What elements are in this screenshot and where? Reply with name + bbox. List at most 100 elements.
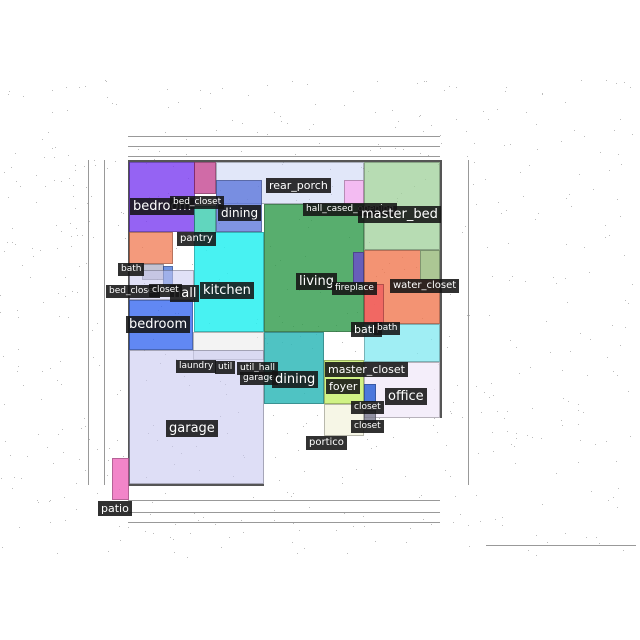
scan-speckle: [609, 235, 610, 236]
scan-speckle: [150, 514, 151, 515]
scan-speckle: [532, 408, 533, 409]
scan-speckle: [424, 81, 425, 82]
scan-speckle: [529, 165, 530, 166]
dimension-line: [128, 500, 440, 501]
scan-speckle: [12, 228, 13, 229]
room-label-bedroom-bottom: bedroom: [126, 316, 191, 333]
scan-speckle: [489, 397, 490, 398]
scan-speckle: [367, 439, 368, 440]
scan-speckle: [52, 148, 53, 149]
scan-speckle: [15, 244, 16, 245]
scan-speckle: [81, 428, 82, 429]
scan-speckle: [620, 119, 621, 120]
scan-speckle: [194, 513, 195, 514]
scan-speckle: [478, 453, 479, 454]
scan-speckle: [173, 539, 174, 540]
scan-speckle: [593, 189, 594, 190]
scan-speckle: [467, 156, 468, 157]
scan-speckle: [342, 483, 343, 484]
scan-speckle: [47, 447, 48, 448]
scan-speckle: [363, 516, 364, 517]
scan-speckle: [221, 547, 222, 548]
scan-speckle: [550, 352, 551, 353]
scan-speckle: [1, 478, 2, 479]
scan-speckle: [56, 225, 57, 226]
scan-speckle: [12, 242, 13, 243]
scan-speckle: [587, 375, 588, 376]
scan-speckle: [118, 225, 119, 226]
scan-speckle: [538, 213, 539, 214]
scan-speckle: [53, 463, 54, 464]
scan-speckle: [395, 148, 396, 149]
scan-speckle: [153, 533, 154, 534]
scan-speckle: [371, 448, 372, 449]
scan-speckle: [578, 410, 579, 411]
scan-speckle: [375, 112, 376, 113]
scan-speckle: [32, 248, 33, 249]
scan-speckle: [175, 524, 176, 525]
dimension-line: [128, 146, 440, 147]
scan-speckle: [450, 411, 451, 412]
scan-speckle: [441, 143, 442, 144]
scan-speckle: [319, 143, 320, 144]
scan-speckle: [45, 186, 46, 187]
scan-speckle: [434, 418, 435, 419]
scan-speckle: [595, 444, 596, 445]
scan-speckle: [405, 476, 406, 477]
scan-speckle: [501, 213, 502, 214]
scan-speckle: [17, 371, 18, 372]
scan-speckle: [605, 225, 606, 226]
scan-speckle: [583, 412, 584, 413]
scan-speckle: [605, 237, 606, 238]
dimension-line: [128, 512, 440, 513]
scan-speckle: [566, 244, 567, 245]
scan-speckle: [15, 153, 16, 154]
scan-speckle: [65, 520, 66, 521]
scan-speckle: [242, 123, 243, 124]
scan-speckle: [528, 550, 529, 551]
scan-speckle: [4, 172, 5, 173]
room-label-portico: portico: [306, 436, 347, 450]
scan-speckle: [462, 232, 463, 233]
scan-speckle: [398, 121, 399, 122]
scan-speckle: [267, 134, 268, 135]
scan-speckle: [68, 155, 69, 156]
scan-speckle: [355, 351, 356, 352]
scan-speckle: [568, 401, 569, 402]
scan-speckle: [79, 87, 80, 88]
scan-speckle: [107, 475, 108, 476]
scan-speckle: [299, 530, 300, 531]
room-label-bath-left: bath: [118, 263, 145, 276]
room-label-master-closet: master_closet: [325, 362, 408, 377]
scan-speckle: [574, 130, 575, 131]
scan-speckle: [504, 418, 505, 419]
scan-speckle: [93, 237, 94, 238]
scan-speckle: [379, 418, 380, 419]
scan-speckle: [120, 390, 121, 391]
scan-speckle: [167, 89, 168, 90]
scan-speckle: [75, 165, 76, 166]
scan-speckle: [22, 265, 23, 266]
scan-speckle: [630, 87, 631, 88]
scan-speckle: [460, 514, 461, 515]
scan-speckle: [433, 425, 434, 426]
scan-speckle: [112, 103, 113, 104]
scan-speckle: [599, 543, 600, 544]
scan-speckle: [476, 204, 477, 205]
room-label-water-closet: water_closet: [390, 279, 460, 293]
scan-speckle: [304, 471, 305, 472]
scan-speckle: [506, 87, 507, 88]
scan-speckle: [609, 170, 610, 171]
scan-speckle: [532, 437, 533, 438]
room-label-bed-closet-top: bed_closet: [170, 196, 225, 209]
scan-speckle: [526, 112, 527, 113]
scan-speckle: [492, 276, 493, 277]
scan-speckle: [59, 316, 60, 317]
scan-speckle: [617, 375, 618, 376]
scan-speckle: [507, 431, 508, 432]
room-label-closet-a: closet: [351, 401, 384, 414]
scan-speckle: [38, 434, 39, 435]
scan-speckle: [342, 342, 343, 343]
bath-left: [129, 232, 173, 264]
scan-speckle: [159, 151, 160, 152]
